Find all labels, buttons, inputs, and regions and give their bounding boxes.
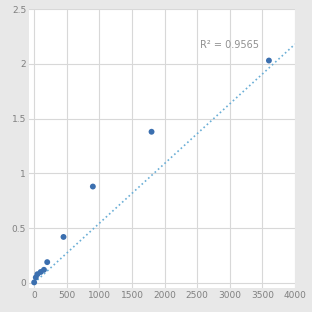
Point xyxy=(149,129,154,134)
Point xyxy=(61,234,66,239)
Point xyxy=(45,260,50,265)
Point xyxy=(33,275,38,280)
Point xyxy=(32,280,37,285)
Point xyxy=(38,270,43,275)
Point xyxy=(90,184,95,189)
Point xyxy=(41,267,46,272)
Text: R² = 0.9565: R² = 0.9565 xyxy=(200,40,260,50)
Point xyxy=(266,58,271,63)
Point xyxy=(35,272,40,277)
